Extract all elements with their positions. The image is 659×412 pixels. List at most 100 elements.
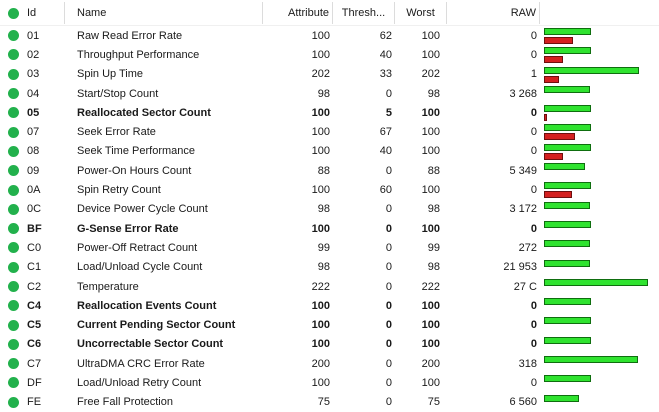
attribute-id: BF	[27, 222, 42, 235]
attribute-value-bar	[544, 298, 591, 306]
table-row[interactable]: 07 Seek Error Rate 100 67 100 0	[0, 122, 659, 141]
status-ok-icon	[8, 49, 19, 61]
attribute-name: Power-On Hours Count	[77, 164, 192, 177]
threshold-value: 0	[385, 338, 392, 351]
status-ok-icon	[8, 184, 19, 196]
worst-value: 98	[427, 87, 440, 100]
table-row[interactable]: 02 Throughput Performance 100 40 100 0	[0, 45, 659, 64]
column-header-id[interactable]: Id	[0, 2, 65, 24]
table-row[interactable]: DF Load/Unload Retry Count 100 0 100 0	[0, 373, 659, 392]
table-row[interactable]: 03 Spin Up Time 202 33 202 1	[0, 65, 659, 84]
worst-value: 200	[421, 357, 440, 370]
column-header-worst[interactable]: Worst	[395, 2, 447, 24]
status-ok-icon	[8, 261, 19, 273]
attribute-value: 100	[311, 29, 330, 42]
attribute-value-bar	[544, 105, 591, 113]
threshold-value-bar	[544, 152, 563, 160]
worst-value: 100	[421, 319, 440, 332]
raw-value: 0	[530, 29, 537, 42]
raw-value: 21 953	[503, 261, 537, 274]
raw-value: 0	[530, 106, 537, 119]
attribute-value: 98	[317, 261, 330, 274]
threshold-value: 0	[385, 280, 392, 293]
attribute-value: 100	[311, 338, 330, 351]
table-row[interactable]: 04 Start/Stop Count 98 0 98 3 268	[0, 84, 659, 103]
threshold-value-bar	[544, 37, 573, 44]
attribute-value: 200	[311, 357, 330, 370]
id-cell: BF	[0, 219, 65, 238]
id-cell: C0	[0, 238, 65, 257]
table-row[interactable]: C0 Power-Off Retract Count 99 0 99 272	[0, 238, 659, 257]
attribute-name: Load/Unload Retry Count	[77, 376, 202, 389]
id-cell: C4	[0, 296, 65, 315]
table-row[interactable]: C4 Reallocation Events Count 100 0 100 0	[0, 296, 659, 315]
worst-value: 222	[421, 280, 440, 293]
column-header-attribute[interactable]: Attribute	[263, 2, 333, 24]
table-row[interactable]: 09 Power-On Hours Count 88 0 88 5 349	[0, 161, 659, 180]
attribute-name: Power-Off Retract Count	[77, 241, 198, 254]
status-ok-icon	[8, 319, 19, 331]
id-cell: 07	[0, 122, 65, 141]
raw-value: 6 560	[509, 396, 537, 409]
table-row[interactable]: FE Free Fall Protection 75 0 75 6 560	[0, 393, 659, 412]
status-ok-icon	[8, 88, 19, 100]
attribute-name: Reallocated Sector Count	[77, 106, 211, 119]
table-row[interactable]: C2 Temperature 222 0 222 27 C	[0, 277, 659, 296]
attribute-id: C0	[27, 241, 42, 254]
threshold-value-bar	[544, 133, 575, 141]
worst-value: 100	[421, 145, 440, 158]
attribute-value-bar	[544, 394, 579, 402]
raw-value: 318	[518, 357, 537, 370]
column-header-id-label: Id	[27, 7, 37, 19]
table-row[interactable]: 05 Reallocated Sector Count 100 5 100 0	[0, 103, 659, 122]
column-header-raw[interactable]: RAW	[447, 2, 540, 24]
threshold-value: 0	[385, 164, 392, 177]
threshold-value: 0	[385, 203, 392, 216]
attribute-id: FE	[27, 396, 42, 409]
table-row[interactable]: 0A Spin Retry Count 100 60 100 0	[0, 180, 659, 199]
value-bars	[540, 45, 659, 64]
raw-value: 0	[530, 48, 537, 61]
threshold-value: 0	[385, 87, 392, 100]
value-bars	[540, 26, 659, 45]
raw-value: 5 349	[509, 164, 537, 177]
table-row[interactable]: 08 Seek Time Performance 100 40 100 0	[0, 142, 659, 161]
attribute-name: Free Fall Protection	[77, 396, 173, 409]
id-cell: 02	[0, 45, 65, 64]
id-cell: C5	[0, 315, 65, 334]
raw-value: 0	[530, 376, 537, 389]
status-ok-icon	[8, 165, 19, 177]
value-bars	[540, 122, 659, 141]
column-header-name[interactable]: Name	[65, 2, 263, 24]
table-row[interactable]: C5 Current Pending Sector Count 100 0 10…	[0, 315, 659, 334]
attribute-value-bar	[544, 163, 585, 171]
table-row[interactable]: C7 UltraDMA CRC Error Rate 200 0 200 318	[0, 354, 659, 373]
table-row[interactable]: 0C Device Power Cycle Count 98 0 98 3 17…	[0, 200, 659, 219]
status-ok-icon	[8, 358, 19, 370]
column-header-threshold[interactable]: Thresh...	[333, 2, 395, 24]
raw-value: 0	[530, 145, 537, 158]
status-ok-icon	[8, 338, 19, 350]
raw-value: 0	[530, 319, 537, 332]
table-row[interactable]: C1 Load/Unload Cycle Count 98 0 98 21 95…	[0, 258, 659, 277]
table-row[interactable]: C6 Uncorrectable Sector Count 100 0 100 …	[0, 335, 659, 354]
attribute-id: C1	[27, 261, 42, 274]
attribute-value: 100	[311, 184, 330, 197]
raw-value: 0	[530, 222, 537, 235]
attribute-value: 100	[311, 106, 330, 119]
worst-value: 100	[421, 48, 440, 61]
value-bars	[540, 354, 659, 373]
id-cell: C2	[0, 277, 65, 296]
threshold-value: 40	[379, 145, 392, 158]
table-row[interactable]: 01 Raw Read Error Rate 100 62 100 0	[0, 26, 659, 45]
status-ok-icon	[8, 203, 19, 215]
attribute-value: 100	[311, 145, 330, 158]
threshold-value: 0	[385, 241, 392, 254]
attribute-name: Load/Unload Cycle Count	[77, 261, 203, 274]
value-bars	[540, 219, 659, 238]
status-ok-icon	[8, 377, 19, 389]
attribute-value-bar	[544, 66, 639, 74]
raw-value: 27 C	[513, 280, 537, 293]
table-row[interactable]: BF G-Sense Error Rate 100 0 100 0	[0, 219, 659, 238]
